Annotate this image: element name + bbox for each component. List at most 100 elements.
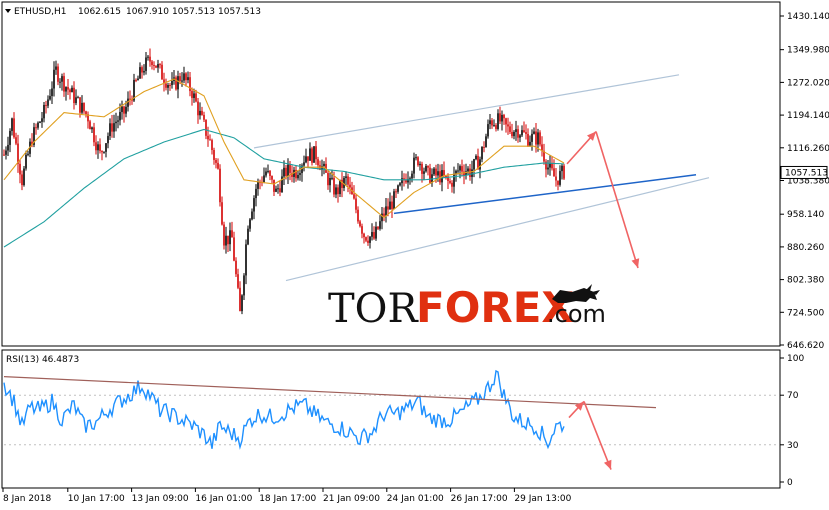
candle-body — [429, 167, 431, 183]
time-tick-label: 10 Jan 17:00 — [68, 494, 125, 504]
candles — [3, 48, 565, 315]
candle-body — [17, 143, 19, 164]
candle-body — [481, 146, 483, 160]
candle-body — [515, 129, 517, 132]
candle-body — [475, 155, 477, 160]
rsi-tick-label: 100 — [787, 354, 804, 364]
candle-body — [77, 97, 79, 99]
candle-body — [221, 202, 223, 225]
candle-body — [547, 167, 549, 170]
candle-body — [213, 150, 215, 160]
current-price-tag — [780, 165, 828, 179]
candle-body — [139, 67, 141, 79]
candle-body — [527, 133, 529, 146]
candle-body — [457, 170, 459, 172]
price-tick-label: 1272.020 — [787, 78, 829, 88]
candle-body — [161, 64, 163, 80]
rsi-tick-label: 0 — [787, 478, 793, 488]
candle-body — [411, 173, 413, 179]
candle-body — [241, 295, 243, 312]
channel-upper-line — [253, 74, 680, 149]
candle-body — [175, 77, 177, 90]
candle-body — [313, 146, 315, 163]
candle-body — [155, 65, 157, 68]
rsi-tick-label: 30 — [787, 441, 799, 451]
candle-body — [543, 150, 545, 162]
time-tick-label: 16 Jan 01:00 — [195, 494, 252, 504]
candle-body — [331, 177, 333, 179]
candle-body — [269, 170, 271, 176]
candle-body — [69, 89, 71, 93]
candle-body — [317, 159, 319, 166]
candle-body — [235, 260, 237, 275]
candle-body — [507, 124, 509, 127]
candle-body — [45, 104, 47, 106]
candle-body — [291, 172, 293, 177]
candle-body — [25, 154, 27, 169]
candle-body — [465, 171, 467, 176]
candle-body — [323, 163, 325, 167]
candle-body — [277, 188, 279, 190]
candle-body — [109, 123, 111, 137]
rsi-layers — [3, 369, 778, 470]
candle-body — [299, 173, 301, 175]
candle-body — [459, 166, 461, 171]
candle-body — [525, 132, 527, 134]
candle-body — [437, 171, 439, 176]
candle-body — [427, 165, 429, 168]
price-tick-label: 1038.380 — [787, 177, 829, 187]
candle-body — [251, 211, 253, 220]
close-value: 1057.513 — [218, 7, 261, 17]
candle-body — [61, 76, 63, 82]
time-tick-label: 8 Jan 2018 — [3, 494, 51, 504]
candle-body — [123, 106, 125, 114]
candle-body — [67, 87, 69, 90]
candle-body — [211, 140, 213, 151]
candle-body — [145, 57, 147, 71]
candle-body — [463, 171, 465, 176]
candle-body — [183, 73, 185, 81]
candle-body — [231, 230, 233, 238]
candle-body — [415, 157, 417, 159]
candle-body — [321, 166, 323, 170]
candle-body — [491, 120, 493, 126]
candle-body — [353, 194, 355, 199]
candle-body — [27, 153, 29, 155]
watermark-tor: TOR — [328, 286, 419, 332]
price-axis: 1430.140 1349.980 1272.020 1194.140 1116.260… — [780, 12, 829, 351]
candle-body — [113, 123, 115, 132]
candle-body — [529, 141, 531, 146]
candle-body — [395, 191, 397, 193]
candle-body — [445, 176, 447, 178]
candle-body — [205, 119, 207, 136]
candle-body — [535, 131, 537, 145]
symbol-label: ETHUSD,H1 — [14, 7, 67, 17]
candle-body — [495, 125, 497, 129]
candle-body — [111, 123, 113, 132]
candle-body — [163, 79, 165, 84]
candle-body — [371, 232, 373, 237]
candle-body — [487, 124, 489, 137]
torforex-watermark: TOR FOREX .com — [328, 283, 606, 332]
candle-body — [393, 191, 395, 210]
collapse-triangle-icon[interactable] — [5, 9, 11, 13]
channel-lower-line — [285, 177, 710, 282]
candle-body — [485, 136, 487, 148]
candle-body — [103, 151, 105, 153]
candle-body — [521, 130, 523, 136]
price-tick-label: 724.500 — [787, 308, 824, 318]
candle-body — [7, 144, 9, 151]
candle-body — [79, 97, 81, 113]
candle-body — [129, 98, 131, 100]
candle-body — [115, 121, 117, 124]
candle-body — [399, 183, 401, 186]
rsi-pane-frame — [1, 349, 781, 489]
candle-body — [39, 121, 41, 123]
candle-body — [5, 150, 7, 155]
candle-body — [461, 166, 463, 172]
candle-body — [369, 236, 371, 243]
candle-body — [455, 170, 457, 174]
candle-body — [217, 162, 219, 169]
candle-body — [49, 96, 51, 100]
candle-body — [469, 168, 471, 177]
